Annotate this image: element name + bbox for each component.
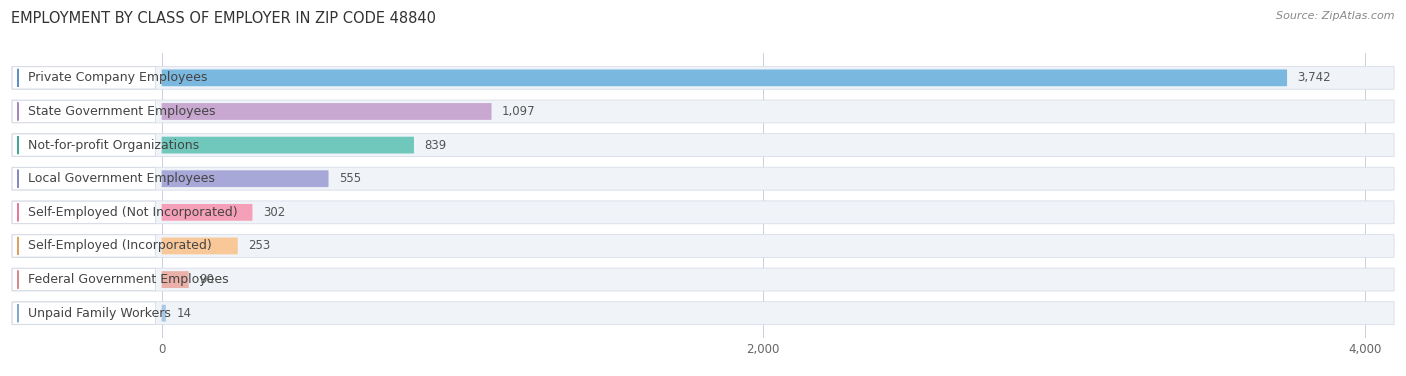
FancyBboxPatch shape <box>11 302 1395 324</box>
FancyBboxPatch shape <box>162 170 329 187</box>
FancyBboxPatch shape <box>162 137 413 153</box>
FancyBboxPatch shape <box>13 134 156 156</box>
FancyBboxPatch shape <box>11 67 1395 89</box>
Text: Self-Employed (Not Incorporated): Self-Employed (Not Incorporated) <box>28 206 238 219</box>
Text: Source: ZipAtlas.com: Source: ZipAtlas.com <box>1277 11 1395 21</box>
Text: EMPLOYMENT BY CLASS OF EMPLOYER IN ZIP CODE 48840: EMPLOYMENT BY CLASS OF EMPLOYER IN ZIP C… <box>11 11 436 26</box>
FancyBboxPatch shape <box>11 268 1395 291</box>
FancyBboxPatch shape <box>11 133 1395 156</box>
FancyBboxPatch shape <box>11 201 1395 224</box>
FancyBboxPatch shape <box>13 168 156 190</box>
Text: 14: 14 <box>176 307 191 320</box>
FancyBboxPatch shape <box>11 235 1395 258</box>
FancyBboxPatch shape <box>162 103 492 120</box>
FancyBboxPatch shape <box>13 201 156 223</box>
Text: Private Company Employees: Private Company Employees <box>28 71 208 84</box>
FancyBboxPatch shape <box>13 67 156 89</box>
FancyBboxPatch shape <box>13 302 156 324</box>
Text: Federal Government Employees: Federal Government Employees <box>28 273 229 286</box>
FancyBboxPatch shape <box>162 70 1286 86</box>
FancyBboxPatch shape <box>162 271 188 288</box>
FancyBboxPatch shape <box>13 100 156 123</box>
FancyBboxPatch shape <box>162 305 166 321</box>
Text: Local Government Employees: Local Government Employees <box>28 172 215 185</box>
FancyBboxPatch shape <box>13 235 156 257</box>
Text: State Government Employees: State Government Employees <box>28 105 217 118</box>
FancyBboxPatch shape <box>11 167 1395 190</box>
FancyBboxPatch shape <box>162 238 238 254</box>
Text: 302: 302 <box>263 206 285 219</box>
FancyBboxPatch shape <box>162 204 253 221</box>
Text: Unpaid Family Workers: Unpaid Family Workers <box>28 307 172 320</box>
FancyBboxPatch shape <box>11 100 1395 123</box>
Text: 3,742: 3,742 <box>1298 71 1331 84</box>
Text: 253: 253 <box>249 240 270 252</box>
Text: 839: 839 <box>425 139 447 152</box>
FancyBboxPatch shape <box>13 268 156 291</box>
Text: Self-Employed (Incorporated): Self-Employed (Incorporated) <box>28 240 212 252</box>
Text: 90: 90 <box>200 273 214 286</box>
Text: 555: 555 <box>339 172 361 185</box>
Text: 1,097: 1,097 <box>502 105 536 118</box>
Text: Not-for-profit Organizations: Not-for-profit Organizations <box>28 139 200 152</box>
